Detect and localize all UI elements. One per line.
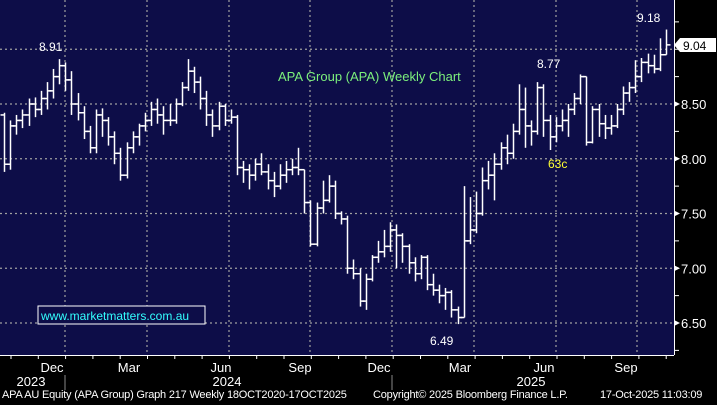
x-month-label: Sep [288, 360, 311, 375]
x-month-label: Mar [449, 360, 472, 375]
last-price-value: 9.04 [683, 39, 707, 53]
x-year-label: 2025 [517, 374, 546, 389]
annotation-drop: 63c [548, 157, 567, 171]
ohlc-bar [662, 29, 671, 56]
last-price-label: 9.04 [674, 38, 716, 53]
ohlc-bars [0, 29, 671, 325]
chart-title: APA Group (APA) Weekly Chart [278, 69, 461, 84]
plot-area [0, 0, 674, 355]
x-month-label: Dec [40, 360, 64, 375]
x-year-label: 2024 [213, 374, 242, 389]
annotation-high-2023: 8.91 [39, 40, 63, 54]
annotation-high-jun-2025: 8.77 [537, 57, 561, 71]
y-tick-label: 6.50 [681, 316, 706, 331]
y-tick-label: 8.00 [681, 152, 706, 167]
watermark-url: www.marketmatters.com.au [40, 309, 189, 323]
annotation-low: 6.49 [430, 334, 454, 348]
x-axis: Dec Mar Jun Sep Dec Mar Jun Sep 2023 2024 2025 [0, 355, 674, 390]
footer-timestamp: 17-Oct-2025 11:03:09 [600, 389, 703, 401]
x-month-label: Sep [614, 360, 637, 375]
watermark-box [37, 305, 206, 325]
y-tick-label: 7.50 [681, 207, 706, 222]
x-month-label: Jun [211, 360, 232, 375]
annotation-high-2025: 9.18 [637, 11, 661, 25]
x-month-label: Jun [534, 360, 555, 375]
x-year-label: 2023 [17, 374, 46, 389]
y-tick-label: 7.00 [681, 261, 706, 276]
y-tick-label: 8.50 [681, 97, 706, 112]
footer-copyright: Copyright© 2025 Bloomberg Finance L.P. [373, 389, 568, 401]
y-axis: 8.50 8.00 7.50 7.00 6.50 [674, 0, 706, 355]
footer-security: APA AU Equity (APA Group) Graph 217 Week… [2, 389, 347, 401]
x-month-label: Mar [118, 360, 141, 375]
x-month-label: Dec [367, 360, 391, 375]
